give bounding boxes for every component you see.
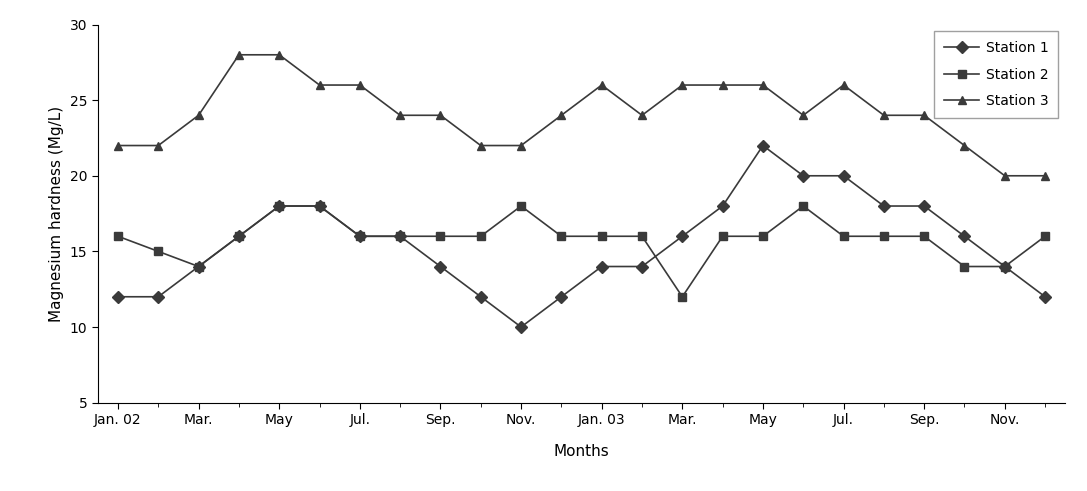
Station 1 — [474, 294, 487, 300]
Station 2 — [233, 233, 246, 239]
Station 3 — [1038, 173, 1051, 179]
Station 1 — [917, 203, 930, 209]
Station 1 — [313, 203, 326, 209]
X-axis label: Months: Months — [553, 444, 610, 459]
Line: Station 2: Station 2 — [114, 202, 1049, 301]
Station 1 — [757, 142, 770, 148]
Station 1 — [877, 203, 890, 209]
Station 2 — [917, 233, 930, 239]
Station 3 — [837, 82, 850, 88]
Station 2 — [998, 264, 1011, 270]
Station 3 — [596, 82, 609, 88]
Station 1 — [233, 233, 246, 239]
Station 3 — [313, 82, 326, 88]
Station 3 — [152, 142, 165, 148]
Station 1 — [112, 294, 125, 300]
Y-axis label: Magnesium hardness (Mg/L): Magnesium hardness (Mg/L) — [49, 106, 64, 322]
Station 2 — [958, 264, 971, 270]
Line: Station 1: Station 1 — [114, 141, 1049, 331]
Station 2 — [474, 233, 487, 239]
Station 2 — [676, 294, 689, 300]
Station 3 — [393, 112, 407, 118]
Station 1 — [716, 203, 729, 209]
Station 2 — [434, 233, 447, 239]
Station 3 — [514, 142, 527, 148]
Station 1 — [1038, 294, 1051, 300]
Station 2 — [152, 248, 165, 254]
Station 2 — [393, 233, 407, 239]
Station 1 — [636, 264, 649, 270]
Station 2 — [1038, 233, 1051, 239]
Station 3 — [958, 142, 971, 148]
Station 3 — [353, 82, 366, 88]
Station 1 — [434, 264, 447, 270]
Station 3 — [192, 112, 205, 118]
Station 2 — [757, 233, 770, 239]
Station 2 — [877, 233, 890, 239]
Station 1 — [998, 264, 1011, 270]
Station 2 — [273, 203, 286, 209]
Station 2 — [313, 203, 326, 209]
Station 2 — [596, 233, 609, 239]
Station 3 — [554, 112, 567, 118]
Station 3 — [877, 112, 890, 118]
Station 3 — [474, 142, 487, 148]
Station 1 — [554, 294, 567, 300]
Station 3 — [273, 52, 286, 58]
Station 1 — [393, 233, 407, 239]
Station 1 — [273, 203, 286, 209]
Station 1 — [596, 264, 609, 270]
Station 2 — [192, 264, 205, 270]
Station 1 — [958, 233, 971, 239]
Station 2 — [837, 233, 850, 239]
Station 2 — [514, 203, 527, 209]
Station 1 — [192, 264, 205, 270]
Station 3 — [112, 142, 125, 148]
Station 1 — [676, 233, 689, 239]
Station 3 — [233, 52, 246, 58]
Station 2 — [797, 203, 810, 209]
Station 3 — [757, 82, 770, 88]
Station 2 — [112, 233, 125, 239]
Station 1 — [152, 294, 165, 300]
Station 2 — [554, 233, 567, 239]
Station 3 — [636, 112, 649, 118]
Line: Station 3: Station 3 — [114, 51, 1049, 180]
Station 3 — [716, 82, 729, 88]
Station 3 — [434, 112, 447, 118]
Station 3 — [676, 82, 689, 88]
Station 3 — [797, 112, 810, 118]
Station 2 — [636, 233, 649, 239]
Station 3 — [998, 173, 1011, 179]
Station 1 — [837, 173, 850, 179]
Station 1 — [514, 324, 527, 330]
Station 2 — [716, 233, 729, 239]
Legend: Station 1, Station 2, Station 3: Station 1, Station 2, Station 3 — [935, 31, 1059, 118]
Station 3 — [917, 112, 930, 118]
Station 1 — [797, 173, 810, 179]
Station 1 — [353, 233, 366, 239]
Station 2 — [353, 233, 366, 239]
